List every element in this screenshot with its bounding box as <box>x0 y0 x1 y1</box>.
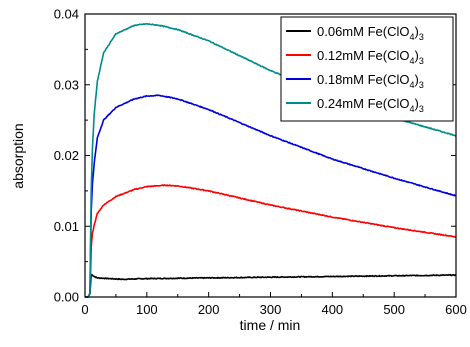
legend-label-4: 0.24mM Fe(ClO4)3 <box>317 96 424 114</box>
legend-label-3: 0.18mM Fe(ClO4)3 <box>317 72 424 90</box>
series-line-3 <box>84 94 457 298</box>
y-tick-label: 0.00 <box>54 290 79 305</box>
legend: 0.06mM Fe(ClO4)3 0.12mM Fe(ClO4)3 0.18mM F… <box>280 16 454 122</box>
legend-label-2: 0.12mM Fe(ClO4)3 <box>317 48 424 66</box>
x-tick-label: 0 <box>81 302 88 317</box>
y-axis-label: absorption <box>10 123 26 188</box>
y-tick-label: 0.01 <box>54 219 79 234</box>
x-tick-label: 300 <box>260 302 282 317</box>
x-tick-label: 600 <box>445 302 467 317</box>
x-tick-label: 100 <box>136 302 158 317</box>
series-line-1 <box>84 273 457 298</box>
x-axis-label: time / min <box>240 317 301 333</box>
x-tick-label: 200 <box>198 302 220 317</box>
y-tick-label: 0.02 <box>54 148 79 163</box>
axes-layer: 0 100 200 300 400 500 600 0.00 0.01 0.02 0.03 0.04 <box>54 7 467 318</box>
series-line-2 <box>84 184 457 298</box>
y-tick-label: 0.03 <box>54 77 79 92</box>
y-tick-label: 0.04 <box>54 7 79 22</box>
x-tick-label: 500 <box>383 302 405 317</box>
legend-label-1: 0.06mM Fe(ClO4)3 <box>317 24 424 42</box>
x-tick-label: 400 <box>321 302 343 317</box>
